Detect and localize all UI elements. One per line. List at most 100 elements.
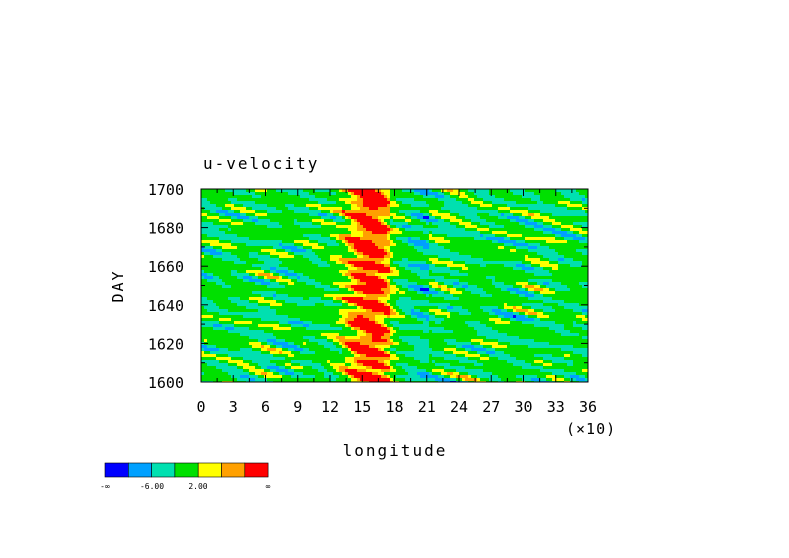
- heatmap-cell: [549, 291, 552, 294]
- heatmap-cell: [294, 267, 297, 270]
- heatmap-cell: [333, 213, 336, 216]
- heatmap-cell: [384, 279, 387, 282]
- heatmap-cell: [378, 228, 381, 231]
- heatmap-cell: [426, 234, 429, 237]
- heatmap-cell: [297, 201, 300, 204]
- heatmap-cell: [525, 249, 528, 252]
- heatmap-cell: [468, 219, 471, 222]
- heatmap-cell: [534, 240, 537, 243]
- heatmap-cell: [468, 237, 471, 240]
- heatmap-cell: [255, 225, 258, 228]
- heatmap-cell: [447, 297, 450, 300]
- heatmap-cell: [375, 234, 378, 237]
- heatmap-cell: [312, 300, 315, 303]
- heatmap-cell: [228, 264, 231, 267]
- heatmap-cell: [276, 204, 279, 207]
- heatmap-cell: [255, 231, 258, 234]
- heatmap-cell: [414, 216, 417, 219]
- heatmap-cell: [423, 225, 426, 228]
- heatmap-cell: [309, 255, 312, 258]
- heatmap-cell: [204, 267, 207, 270]
- heatmap-cell: [345, 252, 348, 255]
- heatmap-cell: [228, 222, 231, 225]
- heatmap-cell: [549, 300, 552, 303]
- heatmap-cell: [552, 222, 555, 225]
- heatmap-cell: [321, 270, 324, 273]
- heatmap-cell: [306, 285, 309, 288]
- heatmap-cell: [348, 204, 351, 207]
- heatmap-cell: [360, 204, 363, 207]
- heatmap-cell: [354, 198, 357, 201]
- heatmap-cell: [357, 285, 360, 288]
- heatmap-cell: [354, 303, 357, 306]
- heatmap-cell: [258, 267, 261, 270]
- heatmap-cell: [354, 270, 357, 273]
- heatmap-cell: [522, 246, 525, 249]
- heatmap-cell: [510, 219, 513, 222]
- heatmap-cell: [534, 273, 537, 276]
- heatmap-cell: [543, 255, 546, 258]
- heatmap-cell: [555, 264, 558, 267]
- heatmap-cell: [492, 279, 495, 282]
- heatmap-cell: [240, 303, 243, 306]
- heatmap-cell: [441, 264, 444, 267]
- heatmap-cell: [561, 294, 564, 297]
- heatmap-cell: [264, 291, 267, 294]
- heatmap-cell: [267, 249, 270, 252]
- heatmap-cell: [462, 234, 465, 237]
- heatmap-cell: [567, 189, 570, 192]
- heatmap-cell: [576, 288, 579, 291]
- heatmap-cell: [495, 189, 498, 192]
- heatmap-cell: [528, 243, 531, 246]
- heatmap-cell: [507, 225, 510, 228]
- heatmap-cell: [582, 219, 585, 222]
- heatmap-cell: [303, 231, 306, 234]
- heatmap-cell: [456, 198, 459, 201]
- heatmap-cell: [474, 225, 477, 228]
- heatmap-cell: [420, 198, 423, 201]
- heatmap-cell: [393, 243, 396, 246]
- heatmap-cell: [477, 288, 480, 291]
- heatmap-cell: [327, 234, 330, 237]
- heatmap-cell: [438, 264, 441, 267]
- heatmap-cell: [264, 282, 267, 285]
- heatmap-cell: [525, 210, 528, 213]
- heatmap-cell: [360, 297, 363, 300]
- heatmap-cell: [297, 234, 300, 237]
- heatmap-cell: [255, 300, 258, 303]
- heatmap-cell: [507, 189, 510, 192]
- heatmap-cell: [507, 276, 510, 279]
- heatmap-cell: [402, 276, 405, 279]
- heatmap-cell: [357, 291, 360, 294]
- heatmap-cell: [357, 192, 360, 195]
- heatmap-cell: [324, 291, 327, 294]
- heatmap-cell: [396, 288, 399, 291]
- heatmap-cell: [567, 288, 570, 291]
- heatmap-cell: [390, 267, 393, 270]
- heatmap-cell: [267, 231, 270, 234]
- heatmap-cell: [504, 279, 507, 282]
- heatmap-cell: [492, 294, 495, 297]
- heatmap-cell: [276, 273, 279, 276]
- heatmap-cell: [510, 237, 513, 240]
- heatmap-cell: [549, 201, 552, 204]
- heatmap-cell: [261, 234, 264, 237]
- heatmap-cell: [435, 288, 438, 291]
- heatmap-cell: [321, 222, 324, 225]
- heatmap-cell: [537, 240, 540, 243]
- heatmap-cell: [393, 261, 396, 264]
- heatmap-cell: [567, 240, 570, 243]
- heatmap-cell: [312, 228, 315, 231]
- heatmap-cell: [387, 246, 390, 249]
- heatmap-cell: [528, 276, 531, 279]
- heatmap-cell: [240, 237, 243, 240]
- heatmap-cell: [447, 279, 450, 282]
- heatmap-cell: [423, 270, 426, 273]
- heatmap-cell: [444, 264, 447, 267]
- heatmap-cell: [297, 273, 300, 276]
- heatmap-cell: [225, 258, 228, 261]
- heatmap-cell: [570, 216, 573, 219]
- heatmap-cell: [507, 294, 510, 297]
- heatmap-cell: [468, 195, 471, 198]
- heatmap-cell: [555, 222, 558, 225]
